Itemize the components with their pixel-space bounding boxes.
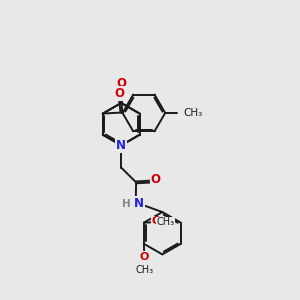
Text: O: O — [116, 77, 126, 90]
Text: CH₃: CH₃ — [183, 108, 203, 118]
Text: O: O — [140, 252, 149, 262]
Text: O: O — [151, 173, 160, 186]
Text: N: N — [134, 197, 144, 210]
Text: O: O — [114, 87, 124, 100]
Text: CH₃: CH₃ — [135, 266, 153, 275]
Text: H: H — [122, 199, 131, 208]
Text: O: O — [152, 216, 161, 226]
Text: N: N — [116, 139, 126, 152]
Text: CH₃: CH₃ — [157, 217, 175, 227]
